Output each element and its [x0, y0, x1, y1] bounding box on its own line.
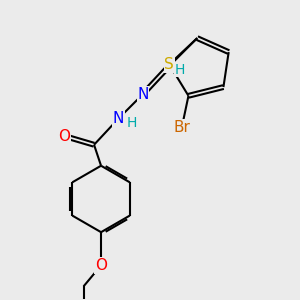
Text: S: S — [164, 57, 174, 72]
Text: O: O — [95, 258, 107, 273]
Text: Br: Br — [173, 120, 190, 135]
Text: N: N — [113, 111, 124, 126]
Text: H: H — [127, 116, 137, 130]
Text: N: N — [137, 87, 149, 102]
Text: O: O — [58, 128, 70, 143]
Text: H: H — [175, 63, 185, 76]
